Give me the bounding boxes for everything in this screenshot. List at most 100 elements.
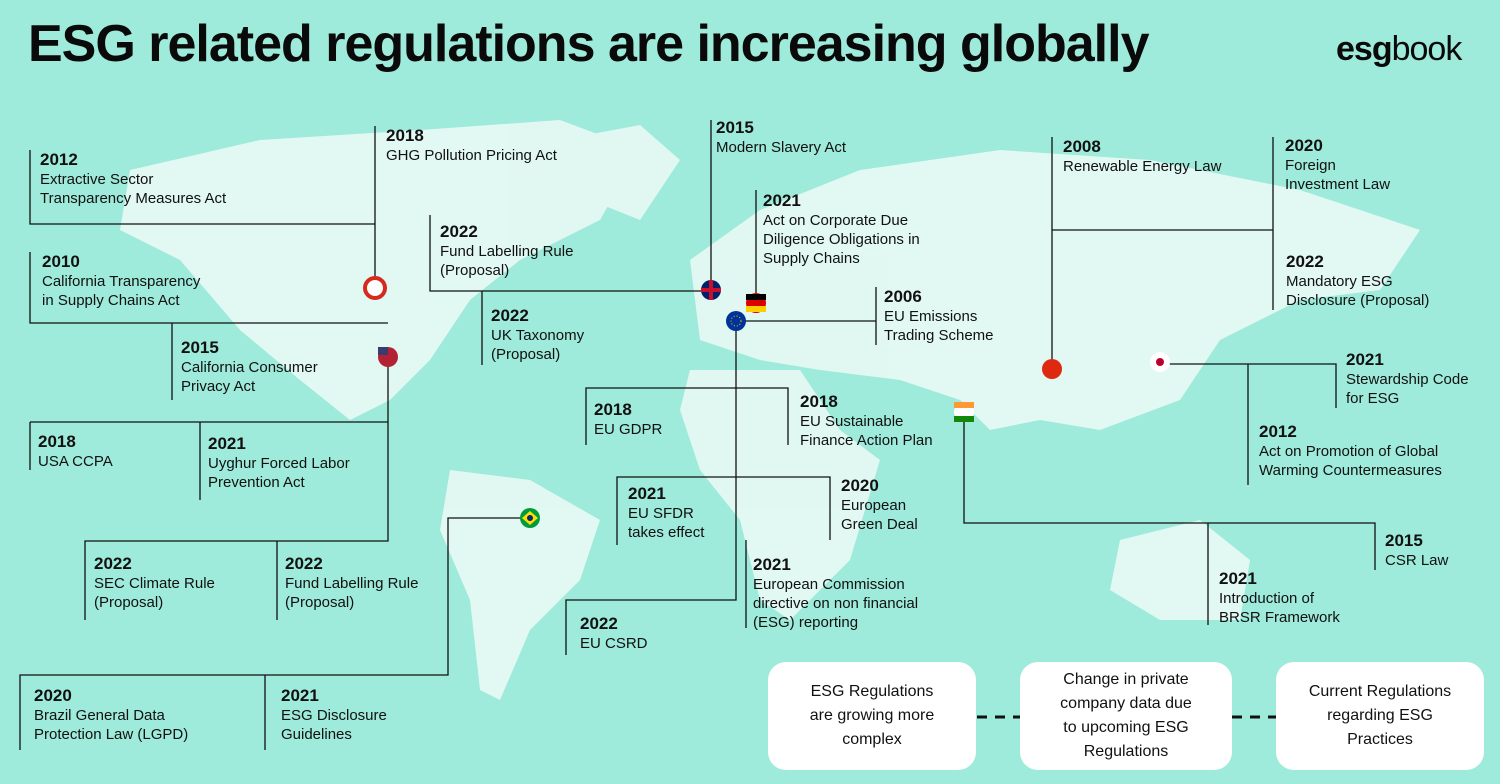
regulation-entry: 2010 California Transparency in Supply Cha… — [42, 252, 200, 310]
regulation-name: Privacy Act — [181, 378, 256, 395]
logo-bold: esg — [1336, 30, 1393, 68]
regulation-name: (Proposal) — [440, 262, 510, 279]
regulation-name: EU Emissions — [884, 308, 978, 325]
regulation-year: 2021 — [1219, 569, 1257, 588]
regulation-year: 2010 — [42, 252, 80, 271]
regulation-name: Warming Countermeasures — [1259, 462, 1442, 479]
regulation-name: SEC Climate Rule — [94, 575, 215, 592]
regulation-year: 2021 — [1346, 350, 1384, 369]
regulation-year: 2022 — [94, 554, 132, 573]
regulation-year: 2021 — [208, 434, 246, 453]
box-text: Change in private — [1063, 671, 1189, 688]
regulation-name: Fund Labelling Rule — [440, 243, 574, 260]
regulation-entry: 2021 ESG Disclosure Guidelines — [281, 686, 387, 744]
regulation-entry: 2015 Modern Slavery Act — [716, 118, 846, 157]
summary-box: Change in private company data due to upco… — [1020, 662, 1232, 770]
regulation-name: GHG Pollution Pricing Act — [386, 147, 557, 164]
regulation-name: Diligence Obligations in — [763, 231, 920, 248]
summary-box: ESG Regulations are growing more complex — [768, 662, 976, 770]
regulation-name: Guidelines — [281, 726, 352, 743]
regulation-entry: 2021 European Commission directive on non … — [753, 555, 918, 632]
regulation-year: 2021 — [753, 555, 791, 574]
regulation-name: Stewardship Code — [1346, 371, 1469, 388]
regulation-entry: 2020 European Green Deal — [841, 476, 918, 534]
regulation-name: (Proposal) — [94, 594, 164, 611]
regulation-entry: 2022 Mandatory ESG Disclosure (Proposal) — [1286, 252, 1429, 310]
regulation-name: EU GDPR — [594, 421, 663, 438]
regulation-year: 2022 — [1286, 252, 1324, 271]
regulation-name: takes effect — [628, 524, 705, 541]
regulation-year: 2015 — [181, 338, 219, 357]
regulation-name: (Proposal) — [491, 346, 561, 363]
regulation-name: Fund Labelling Rule — [285, 575, 419, 592]
regulation-name: for ESG — [1346, 390, 1400, 407]
regulation-year: 2022 — [491, 306, 529, 325]
regulation-year: 2020 — [841, 476, 879, 495]
regulation-name: California Consumer — [181, 359, 318, 376]
regulation-name: UK Taxonomy — [491, 327, 585, 344]
regulation-name: Introduction of — [1219, 590, 1315, 607]
box-text: Practices — [1347, 731, 1413, 748]
regulation-entry: 2018 EU Sustainable Finance Action Plan — [800, 392, 933, 450]
regulation-year: 2018 — [38, 432, 76, 451]
box-text: to upcoming ESG — [1063, 719, 1189, 736]
regulation-entry: 2015 CSR Law — [1385, 531, 1448, 570]
regulation-name: Act on Corporate Due — [763, 212, 909, 229]
flags — [363, 276, 1170, 528]
regulation-entry: 2015 California Consumer Privacy Act — [181, 338, 318, 396]
regulation-year: 2018 — [800, 392, 838, 411]
summary-box: Current Regulations regarding ESG Practice… — [1276, 662, 1484, 770]
regulation-name: in Supply Chains Act — [42, 292, 180, 309]
title: ESG related regulations are increasing g… — [28, 15, 1149, 73]
regulation-name: California Transparency — [42, 273, 201, 290]
regulation-year: 2021 — [763, 191, 801, 210]
box-text: company data due — [1060, 695, 1192, 712]
regulation-year: 2018 — [594, 400, 632, 419]
regulation-name: Mandatory ESG — [1286, 273, 1393, 290]
regulation-name: Modern Slavery Act — [716, 139, 847, 156]
regulation-name: Prevention Act — [208, 474, 305, 491]
regulation-entry: 2008 Renewable Energy Law — [1063, 137, 1221, 176]
regulation-name: EU Sustainable — [800, 413, 904, 430]
regulation-entry: 2022 SEC Climate Rule (Proposal) — [94, 554, 215, 612]
regulation-entry: 2022 Fund Labelling Rule (Proposal) — [440, 222, 573, 280]
regulation-entry: 2021 Introduction of BRSR Framework — [1219, 569, 1340, 627]
regulation-name: Foreign — [1285, 157, 1336, 174]
regulation-year: 2018 — [386, 126, 424, 145]
regulation-entry: 2018 GHG Pollution Pricing Act — [386, 126, 557, 165]
regulation-year: 2022 — [440, 222, 478, 241]
logo-regular: book — [1391, 30, 1463, 68]
regulation-name: Disclosure (Proposal) — [1286, 292, 1430, 309]
regulation-year: 2021 — [281, 686, 319, 705]
regulation-year: 2015 — [716, 118, 754, 137]
regulation-entry: 2020 Brazil General Data Protection Law (L… — [34, 686, 188, 744]
logo: esgbook — [1336, 30, 1463, 69]
regulation-entry: 2020 Foreign Investment Law — [1285, 136, 1390, 194]
regulation-entry: 2018 EU GDPR — [594, 400, 662, 439]
regulation-entry: 2012 Extractive Sector Transparency Measur… — [40, 150, 226, 208]
box-text: complex — [842, 731, 902, 748]
regulation-year: 2020 — [1285, 136, 1323, 155]
continents — [120, 120, 1420, 700]
regulation-name: Renewable Energy Law — [1063, 158, 1222, 175]
regulation-year: 2008 — [1063, 137, 1101, 156]
regulation-entry: 2021 Stewardship Code for ESG — [1346, 350, 1469, 408]
regulation-name: Protection Law (LGPD) — [34, 726, 189, 743]
regulation-name: Transparency Measures Act — [40, 190, 227, 207]
regulation-year: 2022 — [285, 554, 323, 573]
regulation-entry: 2022 UK Taxonomy (Proposal) — [491, 306, 584, 364]
regulation-year: 2020 — [34, 686, 72, 705]
regulation-name: Uyghur Forced Labor — [208, 455, 350, 472]
regulation-name: CSR Law — [1385, 552, 1449, 569]
regulation-name: Finance Action Plan — [800, 432, 933, 449]
regulation-name: EU SFDR — [628, 505, 694, 522]
connector-lines — [19, 120, 1376, 750]
regulation-name: (ESG) reporting — [753, 614, 859, 631]
regulation-year: 2012 — [40, 150, 78, 169]
regulation-name: European — [841, 497, 907, 514]
regulation-name: ESG Disclosure — [281, 707, 387, 724]
regulation-name: Green Deal — [841, 516, 918, 533]
regulation-entry: 2021 Uyghur Forced Labor Prevention Act — [208, 434, 350, 492]
